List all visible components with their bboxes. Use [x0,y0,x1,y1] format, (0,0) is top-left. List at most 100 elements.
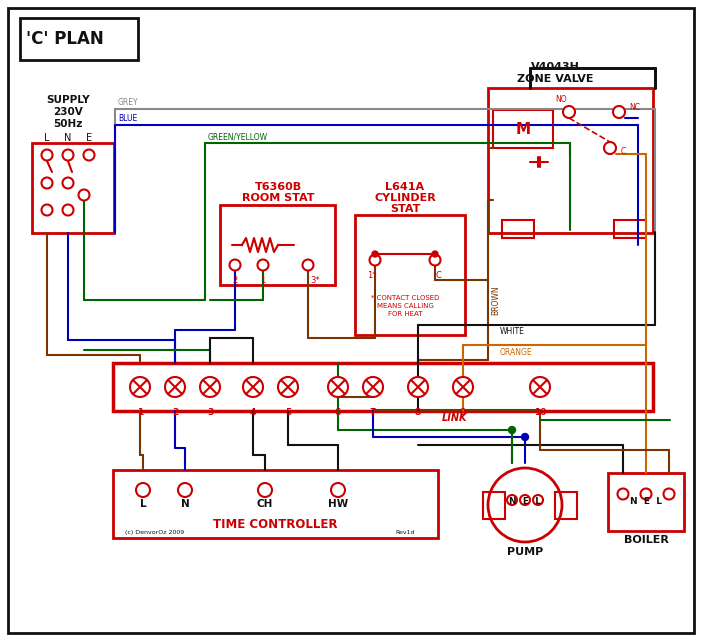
Circle shape [130,377,150,397]
Text: N: N [65,133,72,143]
Circle shape [41,149,53,160]
Circle shape [328,377,348,397]
Circle shape [408,377,428,397]
Text: 4: 4 [250,408,256,417]
Text: BLUE: BLUE [118,114,138,123]
Circle shape [663,488,675,499]
Text: BOILER: BOILER [623,535,668,545]
Circle shape [258,483,272,497]
Text: (c) DenvorOz 2009: (c) DenvorOz 2009 [125,530,184,535]
Text: 7: 7 [370,408,376,417]
Text: LINK: LINK [442,413,468,423]
Circle shape [522,433,529,440]
Text: E: E [86,133,92,143]
Text: C: C [436,271,442,280]
Circle shape [432,251,438,257]
Circle shape [430,254,440,265]
Circle shape [604,142,616,154]
Bar [20,18,138,60]
Circle shape [533,495,543,505]
Text: GREEN/YELLOW: GREEN/YELLOW [208,132,268,141]
Text: ROOM STAT: ROOM STAT [241,193,314,203]
Text: HW: HW [328,499,348,509]
Circle shape [613,106,625,118]
Bar [220,205,335,285]
Circle shape [41,178,53,188]
Bar [493,110,553,148]
Text: NO: NO [555,95,567,104]
Circle shape [520,495,530,505]
Text: 9: 9 [460,408,466,417]
Bar [355,215,465,335]
Text: 3*: 3* [310,276,319,285]
Text: * CONTACT CLOSED
MEANS CALLING
FOR HEAT: * CONTACT CLOSED MEANS CALLING FOR HEAT [371,295,439,317]
Text: 1: 1 [260,276,265,285]
Text: SUPPLY: SUPPLY [46,95,90,105]
Text: 1*: 1* [367,271,377,280]
Bar [113,470,438,538]
Circle shape [363,377,383,397]
Text: V4043H: V4043H [531,62,579,72]
Circle shape [618,488,628,499]
Text: 2: 2 [172,408,178,417]
Bar [614,220,646,238]
Circle shape [258,260,268,271]
Bar [608,473,684,531]
Text: 230V: 230V [53,107,83,117]
Circle shape [369,254,380,265]
Bar [483,492,505,519]
Text: T6360B: T6360B [254,182,302,192]
Circle shape [62,178,74,188]
Text: WHITE: WHITE [500,327,525,336]
Circle shape [200,377,220,397]
Text: 6: 6 [335,408,341,417]
Text: N  E  L: N E L [509,497,541,506]
Text: CYLINDER: CYLINDER [374,193,436,203]
Bar [32,143,114,233]
Bar [555,492,577,519]
Text: C: C [621,147,626,156]
Text: 1: 1 [137,408,143,417]
Circle shape [331,483,345,497]
Circle shape [563,106,575,118]
Text: 8: 8 [415,408,421,417]
Text: GREY: GREY [118,98,138,107]
Circle shape [178,483,192,497]
Circle shape [278,377,298,397]
Circle shape [530,377,550,397]
Text: 3: 3 [207,408,213,417]
Text: 'C' PLAN: 'C' PLAN [26,30,104,48]
Text: N  E  L: N E L [630,497,662,506]
Text: M: M [515,122,531,137]
Text: TIME CONTROLLER: TIME CONTROLLER [213,518,337,531]
Circle shape [79,190,89,201]
Circle shape [507,495,517,505]
Circle shape [230,260,241,271]
Text: 10: 10 [534,408,546,417]
Circle shape [62,149,74,160]
Text: L: L [140,499,146,509]
Circle shape [640,488,651,499]
Circle shape [243,377,263,397]
Text: BROWN: BROWN [491,285,500,315]
Text: ORANGE: ORANGE [500,348,533,357]
Circle shape [136,483,150,497]
Text: N: N [180,499,190,509]
Text: NC: NC [629,103,640,113]
Circle shape [453,377,473,397]
Circle shape [41,204,53,215]
Text: ZONE VALVE: ZONE VALVE [517,74,593,84]
Text: PUMP: PUMP [507,547,543,557]
Text: 5: 5 [285,408,291,417]
Circle shape [303,260,314,271]
Text: L: L [44,133,50,143]
Bar [113,363,653,411]
Bar [502,220,534,238]
Text: Rev1d: Rev1d [395,530,414,535]
Circle shape [165,377,185,397]
Text: L641A: L641A [385,182,425,192]
Circle shape [372,251,378,257]
Text: 50Hz: 50Hz [53,119,83,129]
Bar [488,88,653,233]
Text: STAT: STAT [390,204,420,214]
